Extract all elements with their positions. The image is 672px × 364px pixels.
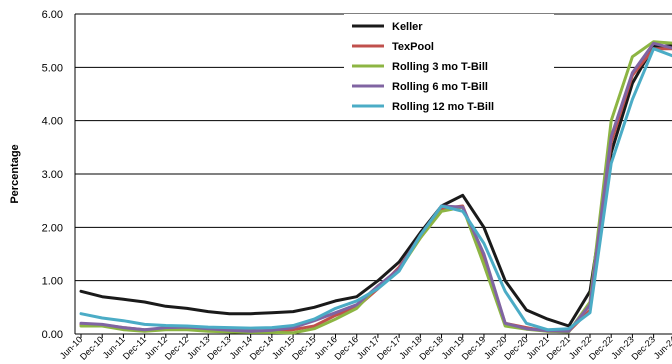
x-tick-label: Dec-15 <box>290 334 318 362</box>
x-tick-label: Dec-21 <box>545 334 573 362</box>
x-tick-label: Dec-20 <box>502 334 530 362</box>
x-tick-label: Dec-14 <box>248 334 276 362</box>
y-tick-label: 0.00 <box>42 329 63 341</box>
series-line-4 <box>79 47 672 332</box>
legend-label: Rolling 6 mo T-Bill <box>392 81 488 93</box>
x-tick-label: Dec-23 <box>629 334 657 362</box>
series-line-0 <box>79 44 672 328</box>
legend-label: Rolling 3 mo T-Bill <box>392 61 488 73</box>
legend-label: Keller <box>392 21 423 33</box>
y-tick-label: 2.00 <box>42 222 63 234</box>
x-tick-label: Dec-18 <box>417 334 445 362</box>
legend-label: TexPool <box>392 41 434 53</box>
series-lines <box>79 40 672 335</box>
legend-label: Rolling 12 mo T-Bill <box>392 101 494 113</box>
y-tick-labels: 0.00 1.00 2.00 3.00 4.00 5.00 6.00 <box>42 9 63 341</box>
x-tick-label: Dec-10 <box>78 334 106 362</box>
y-tick-label: 5.00 <box>42 62 63 74</box>
x-tick-label: Dec-16 <box>333 334 361 362</box>
legend: Keller TexPool Rolling 3 mo T-Bill Rolling … <box>344 14 554 120</box>
y-tick-label: 3.00 <box>42 169 63 181</box>
x-tick-label: Dec-17 <box>375 334 403 362</box>
axes <box>74 14 655 338</box>
x-tick-label: Dec-11 <box>121 334 148 361</box>
x-tick-label: Dec-22 <box>587 334 615 362</box>
y-tick-label: 6.00 <box>42 9 63 21</box>
y-tick-label: 1.00 <box>42 276 63 288</box>
y-tick-label: 4.00 <box>42 116 63 128</box>
x-tick-label: Dec-13 <box>205 334 233 362</box>
x-tick-label: Jun-24 <box>652 334 672 361</box>
x-tick-label: Dec-19 <box>460 334 488 362</box>
x-tick-labels: Jun-10Dec-10Jun-11Dec-11Jun-12Dec-12Jun-… <box>58 334 672 362</box>
y-axis-label: Percentage <box>9 144 21 203</box>
x-tick-label: Dec-12 <box>163 334 191 362</box>
